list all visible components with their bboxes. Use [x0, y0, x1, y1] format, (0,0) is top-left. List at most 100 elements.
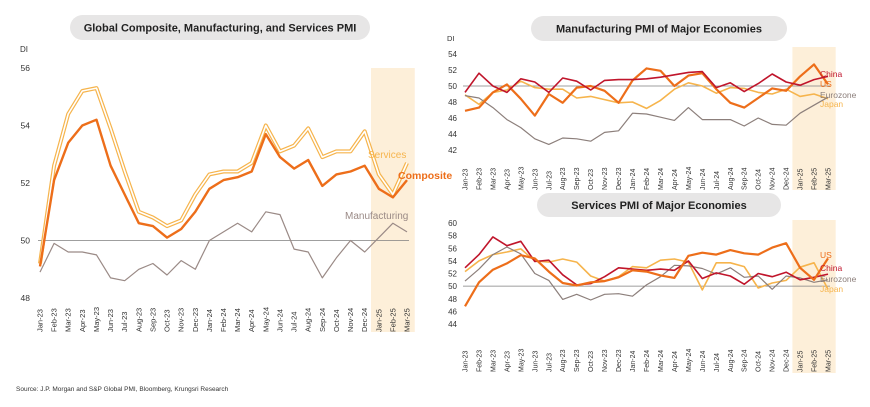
- svc-xtick-label: May-23: [518, 349, 525, 372]
- svc-xtick-label: Feb-24: [644, 350, 651, 372]
- global-label-manufacturing: Manufacturing: [345, 211, 408, 222]
- global-xtick-label: Nov-23: [177, 308, 186, 332]
- svc-xtick-label: Jul-24: [714, 353, 721, 372]
- mfg-label-china: China: [820, 69, 842, 79]
- svc-xtick-label: Feb-23: [476, 350, 483, 372]
- svc-xtick-label: May-24: [686, 349, 693, 372]
- global-label-composite: Composite: [398, 170, 452, 182]
- svc-series-eurozone-line: [464, 246, 829, 301]
- mfg-xtick-label: Aug-23: [560, 167, 567, 190]
- manufacturing-pmi-ylabel: DI: [447, 34, 455, 43]
- global-xtick-label: May-24: [261, 307, 270, 332]
- global-xtick-label: Aug-23: [134, 308, 143, 332]
- services-pmi-chart: Services PMI of Major Economies 44 46 48 50…: [448, 193, 857, 373]
- global-xtick-label: Jun-23: [106, 309, 115, 332]
- mfg-ytick-label: 42: [448, 146, 457, 155]
- global-xtick-label: Sep-24: [318, 308, 327, 332]
- global-series-manufacturing-line: [39, 211, 408, 282]
- global-pmi-title: Global Composite, Manufacturing, and Ser…: [84, 23, 357, 35]
- svc-label-eurozone: Eurozone: [820, 274, 857, 284]
- mfg-highlight-band: [792, 47, 836, 190]
- mfg-xtick-label: Nov-24: [770, 167, 777, 190]
- svc-xtick-label: Jul-23: [546, 353, 553, 372]
- svc-ytick-label: 44: [448, 320, 457, 329]
- svc-xtick-label: Jan-24: [630, 350, 637, 372]
- mfg-ytick-label: 54: [448, 50, 457, 59]
- mfg-ytick-label: 46: [448, 114, 457, 123]
- global-pmi-title-pill: [70, 15, 370, 40]
- services-pmi-title: Services PMI of Major Economies: [571, 200, 746, 212]
- mfg-xtick-label: Dec-23: [616, 167, 623, 190]
- mfg-label-japan: Japan: [820, 99, 843, 109]
- mfg-label-eurozone: Eurozone: [820, 90, 857, 100]
- mfg-xtick-label: Apr-24: [672, 169, 679, 190]
- mfg-xtick-label: Jan-25: [798, 168, 805, 190]
- mfg-ytick-label: 52: [448, 66, 457, 75]
- svc-xtick-label: Oct-24: [756, 351, 763, 372]
- global-xtick-label: Dec-24: [360, 308, 369, 332]
- global-ytick-label: 56: [21, 63, 31, 73]
- global-xtick-label: Jul-23: [120, 312, 129, 332]
- mfg-label-us: US: [820, 79, 832, 89]
- global-xtick-label: Jun-24: [275, 309, 284, 332]
- global-label-services: Services: [368, 150, 406, 161]
- svc-label-china: China: [820, 263, 842, 273]
- mfg-xtick-label: May-23: [518, 167, 525, 190]
- svc-label-us: US: [820, 250, 832, 260]
- svc-ytick-label: 50: [448, 282, 457, 291]
- svc-ytick-label: 60: [448, 219, 457, 228]
- svc-xtick-label: Apr-23: [504, 351, 511, 372]
- mfg-ytick-label: 50: [448, 82, 457, 91]
- mfg-xtick-label: May-24: [686, 167, 693, 190]
- mfg-xtick-label: Jun-23: [532, 168, 539, 190]
- mfg-xtick-label: Mar-23: [490, 168, 497, 190]
- mfg-xtick-label: Mar-25: [826, 168, 833, 190]
- global-xtick-label: Aug-24: [304, 308, 313, 332]
- mfg-xtick-label: Jul-24: [714, 171, 721, 190]
- source-note: Source: J.P. Morgan and S&P Global PMI, …: [16, 386, 229, 393]
- svc-ytick-label: 54: [448, 257, 457, 266]
- global-series-services-inner: [39, 87, 408, 264]
- svc-xtick-label: Apr-24: [672, 351, 679, 372]
- global-xtick-label: Nov-24: [346, 308, 355, 332]
- global-pmi-ylabel: DI: [20, 45, 28, 54]
- svc-ytick-label: 56: [448, 244, 457, 253]
- svc-xtick-label: Mar-23: [490, 350, 497, 372]
- global-ytick-label: 48: [21, 293, 31, 303]
- svc-xtick-label: Sep-23: [574, 349, 581, 372]
- svc-xtick-label: Oct-23: [588, 351, 595, 372]
- global-xtick-label: Mar-25: [403, 308, 412, 332]
- mfg-xtick-label: Aug-24: [728, 167, 735, 190]
- svc-series-china-line: [464, 236, 829, 286]
- svc-xtick-label: Jun-23: [532, 350, 539, 372]
- svc-ytick-label: 52: [448, 270, 457, 279]
- mfg-ytick-label: 48: [448, 98, 457, 107]
- svc-xtick-label: Feb-25: [812, 350, 819, 372]
- svc-xtick-label: Jan-25: [798, 350, 805, 372]
- global-xtick-label: Apr-24: [247, 309, 256, 332]
- mfg-series-china-line: [464, 70, 829, 94]
- global-xtick-label: Jul-24: [290, 312, 299, 332]
- mfg-xtick-label: Jul-23: [546, 171, 553, 190]
- global-xtick-label: May-23: [92, 307, 101, 332]
- svc-series-us-line: [464, 242, 829, 307]
- global-xtick-label: Dec-23: [191, 308, 200, 332]
- svc-ytick-label: 58: [448, 232, 457, 241]
- global-xtick-label: Sep-23: [148, 308, 157, 332]
- global-ytick-label: 52: [21, 178, 31, 188]
- global-xtick-label: Jan-23: [36, 309, 45, 332]
- global-xtick-label: Oct-23: [163, 309, 172, 332]
- svc-label-japan: Japan: [820, 284, 843, 294]
- svc-xtick-label: Jun-24: [700, 350, 707, 372]
- mfg-xtick-label: Apr-23: [504, 169, 511, 190]
- global-xtick-label: Oct-24: [332, 309, 341, 332]
- manufacturing-pmi-title-pill: [531, 16, 787, 41]
- manufacturing-pmi-chart: Manufacturing PMI of Major Economies DI …: [447, 16, 857, 190]
- mfg-xtick-label: Mar-24: [658, 168, 665, 190]
- global-xtick-label: Mar-23: [64, 308, 73, 332]
- global-xtick-label: Mar-24: [233, 308, 242, 332]
- global-series-composite-line: [38, 118, 408, 267]
- svc-xtick-label: Nov-23: [602, 349, 609, 372]
- mfg-xtick-label: Dec-24: [784, 167, 791, 190]
